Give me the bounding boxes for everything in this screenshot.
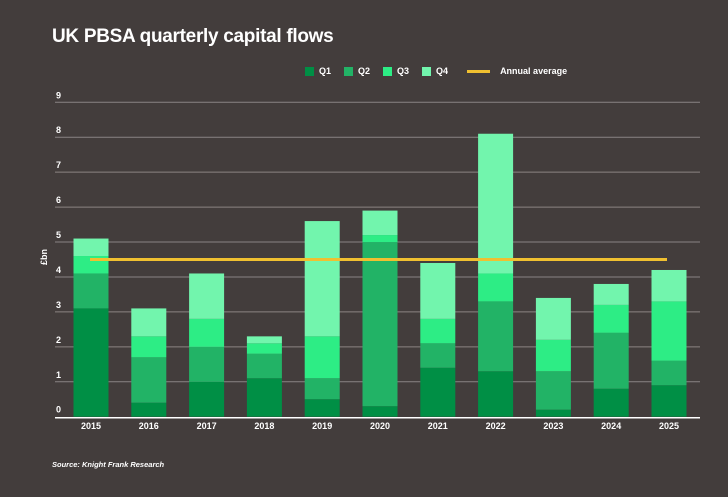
x-tick-label: 2023: [543, 421, 563, 431]
bar-q1-2023: [535, 409, 571, 417]
legend-item-q2: Q2: [344, 66, 370, 76]
bar-q2-2016: [131, 357, 167, 403]
y-tick-label: 1: [56, 370, 61, 380]
bar-q3-2019: [304, 336, 340, 379]
x-tick-label: 2018: [254, 421, 274, 431]
y-tick-label: 2: [56, 335, 61, 345]
bar-q1-2021: [420, 367, 456, 417]
bar-q4-2025: [651, 269, 687, 302]
bar-q2-2015: [73, 273, 109, 309]
bar-q3-2018: [246, 343, 282, 354]
legend: Q1 Q2 Q3 Q4 Annual average: [305, 66, 580, 76]
bar-q4-2023: [535, 297, 571, 340]
bar-q4-2019: [304, 221, 340, 337]
bar-q2-2018: [246, 353, 282, 379]
y-axis-label: £bn: [39, 249, 49, 265]
bar-q2-2019: [304, 378, 340, 400]
x-tick-label: 2019: [312, 421, 332, 431]
source-note: Source: Knight Frank Research: [52, 460, 165, 469]
bar-q2-2021: [420, 343, 456, 368]
bar-q1-2020: [362, 406, 398, 417]
y-tick-label: 0: [56, 405, 61, 415]
x-tick-label: 2021: [428, 421, 448, 431]
x-tick-label: 2022: [486, 421, 506, 431]
bar-q1-2022: [478, 371, 514, 417]
x-tick-label: 2025: [659, 421, 679, 431]
bar-q2-2024: [593, 332, 629, 389]
bar-q4-2021: [420, 262, 456, 319]
bar-q4-2022: [478, 133, 514, 274]
legend-swatch: [383, 66, 393, 76]
bar-q3-2024: [593, 304, 629, 333]
y-tick-label: 9: [56, 90, 61, 100]
legend-item-q1: Q1: [305, 66, 331, 76]
bar-q4-2020: [362, 210, 398, 236]
legend-item-q3: Q3: [383, 66, 409, 76]
bar-q1-2024: [593, 388, 629, 417]
bar-q2-2025: [651, 360, 687, 386]
bar-q4-2016: [131, 308, 167, 337]
legend-label: Q1: [319, 66, 332, 76]
chart-title: UK PBSA quarterly capital flows: [52, 26, 334, 47]
x-tick-label: 2017: [197, 421, 217, 431]
legend-item-q4: Q4: [422, 66, 448, 76]
bar-q4-2017: [189, 273, 225, 319]
bar-q4-2024: [593, 283, 629, 305]
bar-q3-2023: [535, 339, 571, 372]
y-tick-label: 8: [56, 125, 61, 135]
legend-swatch: [305, 66, 314, 76]
x-tick-label: 2024: [601, 421, 621, 431]
bar-q2-2017: [189, 346, 225, 382]
legend-item-average: Annual average: [461, 66, 567, 76]
y-tick-label: 7: [56, 160, 61, 170]
bar-q4-2018: [246, 336, 282, 344]
legend-label: Q2: [358, 66, 371, 76]
legend-swatch: [422, 66, 432, 76]
bar-q1-2017: [189, 381, 225, 417]
bar-q1-2016: [131, 402, 167, 417]
bar-q1-2015: [73, 308, 109, 417]
y-tick-label: 5: [56, 230, 61, 240]
bar-q2-2022: [478, 301, 514, 372]
bar-q3-2017: [189, 318, 225, 347]
legend-label: Q4: [436, 66, 449, 76]
y-tick-label: 6: [56, 195, 61, 205]
x-tick-label: 2016: [139, 421, 159, 431]
x-tick-label: 2015: [81, 421, 101, 431]
y-tick-label: 4: [56, 265, 61, 275]
bar-q3-2021: [420, 318, 456, 344]
bar-q2-2023: [535, 371, 571, 410]
bar-q1-2018: [246, 378, 282, 417]
y-tick-label: 3: [56, 300, 61, 310]
legend-label: Q3: [397, 66, 410, 76]
legend-line: [467, 69, 491, 73]
bar-q4-2015: [73, 238, 109, 257]
bar-q3-2016: [131, 336, 167, 358]
bar-q3-2022: [478, 273, 514, 302]
bar-q1-2019: [304, 399, 340, 417]
bar-q1-2025: [651, 385, 687, 417]
bar-q2-2020: [362, 242, 398, 407]
legend-swatch: [344, 66, 354, 76]
bar-q3-2025: [651, 301, 687, 361]
x-tick-label: 2020: [370, 421, 390, 431]
legend-label: Annual average: [500, 66, 568, 76]
bar-q3-2020: [362, 235, 398, 243]
